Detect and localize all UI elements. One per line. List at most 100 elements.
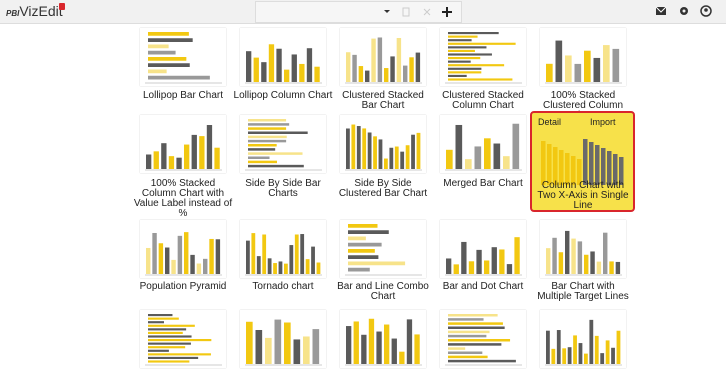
thumbnail-chart	[445, 314, 522, 366]
thumb-bar	[546, 248, 551, 274]
thumb-bar	[552, 237, 557, 274]
thumb-bar	[384, 324, 390, 364]
thumb-bar	[248, 156, 270, 159]
thumb-bar	[394, 146, 399, 169]
selected-card: Detail Import	[530, 111, 635, 212]
thumb-bar	[148, 314, 173, 317]
thumb-bar	[484, 260, 490, 274]
thumb-bar	[203, 258, 208, 274]
thumb-bar	[261, 62, 267, 82]
thumb-bar	[368, 318, 375, 364]
action-button[interactable]: Detail	[538, 117, 561, 127]
thumbnail-chart	[545, 40, 622, 84]
beta-badge	[59, 3, 65, 10]
thumb-bar	[559, 150, 564, 185]
thumb-bar	[291, 54, 297, 82]
thumb-bar	[348, 261, 406, 266]
thumb-bar	[248, 148, 276, 151]
thumb-bar	[190, 254, 195, 274]
thumbnail-chart	[245, 119, 322, 171]
thumbnail	[440, 220, 526, 278]
thumbnail-chart	[345, 37, 422, 84]
dropdown[interactable]	[255, 1, 462, 23]
thumb-bar	[567, 347, 572, 364]
thumb-bar	[199, 136, 205, 169]
thumb-bar	[300, 234, 305, 274]
thumb-bar	[448, 326, 505, 329]
thumb-bar	[551, 348, 556, 364]
thumb-bar	[371, 38, 376, 82]
thumb-bar	[565, 153, 570, 185]
thumb-bar	[615, 261, 621, 274]
thumb-bar	[577, 159, 582, 185]
thumb-bar	[448, 314, 498, 317]
thumb-bar	[284, 263, 288, 274]
card-title: Tornado chart	[252, 281, 314, 292]
thumb-bar	[577, 241, 583, 274]
thumbnail	[440, 115, 526, 173]
thumb-bar	[448, 318, 484, 321]
thumb-bar	[448, 351, 483, 354]
card-title: Bar Chart with Multiple Target Lines	[537, 281, 629, 302]
thumb-bar	[303, 336, 310, 364]
thumb-bar	[148, 360, 190, 363]
logo[interactable]: PBIVizEdit	[6, 3, 63, 19]
card-title: Column Chart with Two X-Axis in Single L…	[537, 180, 629, 211]
thumb-bar	[168, 156, 175, 169]
thumb-bar	[491, 247, 497, 274]
top-bar: PBIVizEdit	[0, 0, 726, 24]
dropdown-icons	[384, 7, 452, 17]
thumb-bar	[148, 331, 183, 334]
thumb-bar	[553, 147, 558, 185]
thumbnail-chart	[245, 319, 322, 366]
thumb-bar	[348, 267, 370, 272]
thumb-bar	[446, 258, 452, 274]
thumb-bar	[446, 149, 453, 169]
thumb-bar	[405, 145, 410, 169]
card-title: Lollipop Column Chart	[233, 90, 333, 101]
thumb-bar	[276, 48, 282, 82]
action-button[interactable]: Import	[590, 117, 616, 127]
thumb-bar	[448, 57, 481, 60]
thumbnail	[240, 220, 326, 278]
thumb-bar	[562, 348, 567, 364]
thumb-bar	[256, 256, 261, 274]
thumb-bar	[574, 63, 582, 82]
thumbnail-chart	[545, 230, 622, 276]
thumb-bar	[358, 66, 364, 82]
thumb-bar	[184, 232, 189, 274]
thumb-bar	[448, 67, 482, 70]
thumb-bar	[148, 44, 169, 49]
thumb-bar	[367, 132, 372, 169]
thumb-bar	[148, 335, 192, 338]
thumb-bar	[391, 338, 397, 364]
thumb-bar	[613, 154, 618, 185]
thumb-bar	[476, 249, 482, 274]
thumb-bar	[348, 236, 366, 241]
thumb-bar	[148, 342, 191, 345]
card-title: Lollipop Bar Chart	[142, 90, 224, 101]
toolbar-icons[interactable]	[650, 3, 720, 20]
card-title: Population Pyramid	[139, 281, 227, 292]
thumb-bar	[148, 50, 176, 55]
thumb-bar	[512, 123, 520, 169]
thumb-bar	[346, 326, 352, 364]
thumb-bar	[448, 339, 511, 342]
thumb-bar	[455, 124, 463, 169]
thumb-bar	[248, 144, 277, 147]
thumb-bar	[448, 71, 482, 74]
thumb-bar	[253, 57, 259, 82]
thumb-bar	[468, 261, 475, 274]
thumb-bar	[268, 44, 275, 82]
thumb-bar	[546, 330, 550, 364]
thumb-bar	[215, 239, 221, 274]
thumb-bar	[390, 56, 395, 82]
thumb-bar	[499, 249, 505, 274]
thumb-bar	[465, 159, 472, 169]
thumb-bar	[493, 143, 501, 169]
thumb-bar	[414, 334, 420, 364]
thumb-bar	[571, 156, 576, 185]
thumb-bar	[248, 139, 287, 143]
thumb-bar	[148, 353, 211, 356]
thumb-bar	[148, 339, 212, 342]
